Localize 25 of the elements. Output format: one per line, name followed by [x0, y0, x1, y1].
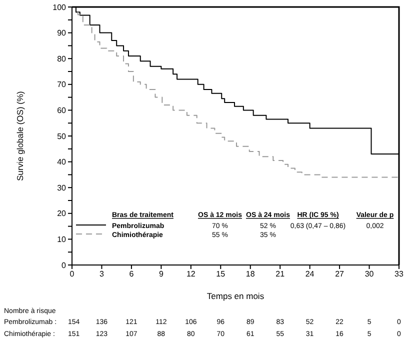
x-tick-label: 21 — [276, 270, 286, 279]
y-tick-label: 50 — [57, 132, 67, 141]
y-tick-label: 90 — [57, 28, 67, 38]
y-tick-label: 70 — [57, 80, 67, 90]
x-tick-label: 0 — [70, 270, 75, 279]
x-tick-label: 30 — [364, 270, 374, 279]
x-tick-label: 33 — [394, 270, 404, 279]
y-tick-label: 100 — [52, 2, 67, 12]
x-tick-label: 18 — [246, 270, 256, 279]
x-tick-label: 12 — [186, 270, 196, 279]
y-tick-label: 30 — [57, 183, 67, 192]
y-tick-label: 60 — [57, 106, 67, 116]
x-tick-label: 6 — [129, 270, 134, 279]
x-tick-label: 15 — [216, 270, 226, 279]
x-tick-label: 9 — [158, 270, 164, 279]
x-tick-label: 3 — [100, 270, 104, 279]
y-tick-label: 0 — [62, 260, 67, 270]
x-tick-label: 27 — [335, 270, 345, 279]
y-tick-label: 80 — [57, 54, 67, 64]
y-tick-label: 40 — [57, 158, 67, 167]
x-axis-title: Temps en mois — [206, 291, 264, 301]
y-axis-title: Survie globale (OS) (%) — [15, 90, 26, 181]
y-tick-label: 20 — [57, 209, 67, 218]
x-tick-label: 24 — [305, 270, 315, 279]
y-tick-label: 10 — [57, 235, 67, 244]
